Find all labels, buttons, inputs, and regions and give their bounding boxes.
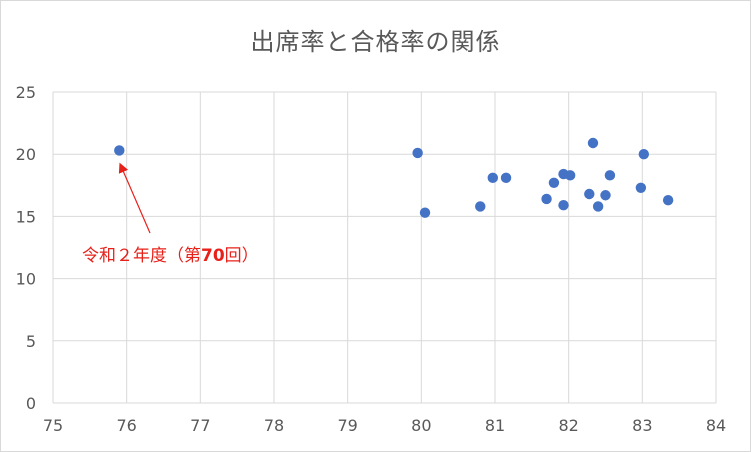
annotation-text-end: 回）: [225, 246, 259, 266]
x-tick-label: 82: [558, 416, 578, 435]
y-tick-label: 10: [16, 270, 36, 289]
x-tick-label: 76: [116, 416, 136, 435]
data-point: [487, 172, 498, 184]
x-tick-label: 75: [43, 416, 63, 435]
grid-lines: [52, 91, 717, 404]
x-tick-label: 79: [337, 416, 357, 435]
data-point: [558, 200, 569, 211]
data-point: [592, 201, 604, 212]
data-point: [604, 170, 616, 181]
data-point: [541, 193, 552, 205]
y-tick-label: 25: [16, 83, 36, 102]
annotation: 令和２年度（第70回）: [82, 162, 259, 266]
y-tick-label: 15: [16, 207, 36, 226]
x-tick-label: 83: [632, 416, 652, 435]
data-point: [587, 137, 599, 149]
annotation-arrow: [118, 162, 151, 234]
chart-title: 出席率と合格率の関係: [250, 28, 501, 56]
y-tick-label: 20: [16, 145, 36, 164]
x-tick-label: 81: [485, 416, 505, 435]
data-point: [564, 170, 576, 181]
x-tick-label: 77: [190, 416, 210, 435]
x-tick-label: 78: [264, 416, 284, 435]
x-tick-label: 80: [411, 416, 431, 435]
data-point: [419, 207, 431, 218]
data-point: [548, 177, 560, 189]
data-point: [638, 149, 650, 160]
data-point: [600, 190, 611, 201]
annotation-text-main: 令和２年度（第: [82, 246, 201, 266]
data-points: [114, 137, 674, 218]
y-tick-label: 5: [26, 332, 36, 351]
annotation-text-bold: 70: [201, 246, 225, 266]
data-point: [412, 147, 423, 159]
x-tick-label: 84: [706, 416, 726, 435]
data-point: [662, 195, 674, 206]
y-tick-label: 0: [26, 394, 36, 413]
data-point: [475, 201, 486, 212]
data-point: [114, 145, 125, 156]
data-point: [635, 182, 647, 193]
annotation-label: 令和２年度（第70回）: [82, 246, 259, 266]
data-point: [500, 172, 512, 184]
data-point: [584, 188, 595, 200]
tick-labels: 75 76 77 78 79 80 81 82 83 84 0 5 10 15 20 25: [16, 83, 727, 435]
